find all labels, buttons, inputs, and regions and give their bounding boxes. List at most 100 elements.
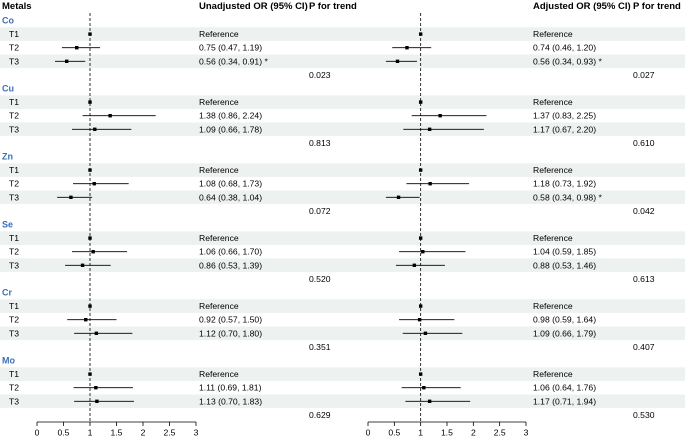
row-label: T1 [9,165,19,175]
adjusted-or-point [417,318,422,322]
adjusted-x-tick-label: 2.5 [494,428,506,438]
unadjusted-or-point [84,318,88,322]
adjusted-x-tick-label: 0.5 [388,428,400,438]
unadjusted-p-trend-value: 0.520 [309,274,331,284]
row-label: T3 [9,56,19,66]
row-band [0,299,685,313]
row-label: T2 [9,179,19,189]
unadjusted-or-point [94,331,99,335]
unadjusted-or-point [69,195,73,199]
header-p-trend-adjusted: P for trend [633,1,681,12]
unadjusted-x-tick-label: 3 [194,428,199,438]
unadjusted-or-point [92,182,96,186]
row-band [0,367,685,381]
adjusted-or-point [427,127,432,131]
unadjusted-or-point [88,100,92,104]
unadjusted-or-text: 1.38 (0.86, 2.24) [199,111,262,121]
adjusted-or-text: 1.18 (0.73, 1.92) [533,179,596,189]
adjusted-or-point [418,100,423,104]
adjusted-or-text: 1.37 (0.83, 2.25) [533,111,596,121]
adjusted-or-text: Reference [533,301,573,311]
unadjusted-p-trend-value: 0.351 [309,342,331,352]
adjusted-or-text: 1.04 (0.59, 1.85) [533,247,596,257]
unadjusted-p-trend-value: 0.023 [309,70,331,80]
unadjusted-or-point [91,250,95,254]
unadjusted-p-trend-value: 0.072 [309,206,331,216]
metal-label: Mo [2,356,15,366]
unadjusted-x-tick-label: 2.5 [164,428,176,438]
unadjusted-or-text: Reference [199,97,239,107]
unadjusted-or-point [95,399,99,403]
unadjusted-or-text: 1.13 (0.70, 1.83) [199,396,262,406]
row-band [0,231,685,245]
adjusted-or-text: 0.98 (0.59, 1.64) [533,315,596,325]
unadjusted-p-trend-value: 0.629 [309,410,331,420]
row-label: T1 [9,233,19,243]
row-band [0,95,685,109]
adjusted-or-text: 0.58 (0.34, 0.98) * [533,192,602,202]
metal-label: Cr [2,288,12,298]
adjusted-or-point [428,182,432,186]
row-band [0,163,685,177]
forest-rows: Co T1 Reference Reference T2 0.75 (0.47, 1.19… [2,16,655,420]
adjusted-or-text: Reference [533,97,573,107]
row-label: T2 [9,111,19,121]
adjusted-or-text: 0.88 (0.53, 1.46) [533,260,596,270]
row-band [0,122,685,137]
unadjusted-x-tick-label: 1 [88,428,93,438]
adjusted-x-tick-label: 1 [418,428,423,438]
row-label: T1 [9,301,19,311]
adjusted-or-text: 0.56 (0.34, 0.93) * [533,56,602,66]
adjusted-or-text: Reference [533,165,573,175]
row-band [0,54,685,69]
adjusted-or-point [418,304,423,308]
row-bands [0,27,685,409]
header-unadjusted-or: Unadjusted OR (95% CI) [199,1,308,12]
adjusted-or-text: 0.74 (0.46, 1.20) [533,43,596,53]
row-label: T3 [9,328,19,338]
row-band [0,326,685,341]
row-band [0,394,685,409]
row-label: T2 [9,43,19,53]
adjusted-or-text: Reference [533,369,573,379]
adjusted-or-text: Reference [533,29,573,39]
adjusted-x-tick-label: 3 [524,428,529,438]
row-label: T2 [9,315,19,325]
adjusted-or-text: Reference [533,233,573,243]
adjusted-or-point [427,399,432,403]
adjusted-x-tick-label: 2 [471,428,476,438]
row-label: T2 [9,247,19,257]
unadjusted-or-text: 1.12 (0.70, 1.80) [199,328,262,338]
adjusted-p-trend-value: 0.530 [633,410,655,420]
unadjusted-or-point [93,127,97,131]
unadjusted-or-text: Reference [199,301,239,311]
unadjusted-or-text: 0.86 (0.53, 1.39) [199,260,262,270]
adjusted-or-text: 1.17 (0.67, 2.20) [533,124,596,134]
row-label: T3 [9,260,19,270]
unadjusted-or-text: 0.75 (0.47, 1.19) [199,43,262,53]
unadjusted-or-text: 1.08 (0.68, 1.73) [199,179,262,189]
unadjusted-or-text: 1.09 (0.66, 1.78) [199,124,262,134]
unadjusted-or-text: 0.64 (0.38, 1.04) [199,192,262,202]
adjusted-or-point [423,331,428,335]
adjusted-x-tick-label: 0 [366,428,371,438]
unadjusted-or-text: Reference [199,233,239,243]
adjusted-or-point [395,59,400,63]
adjusted-or-point [405,46,409,50]
row-label: T1 [9,29,19,39]
adjusted-x-tick-label: 1.5 [441,428,453,438]
forest-axes: 0 0.5 1 1.5 2 2.5 3 0 0.5 1 1.5 2 2.5 3 [35,13,529,438]
adjusted-or-point [412,263,417,267]
header-adjusted-or: Adjusted OR (95% CI) [533,1,631,12]
adjusted-or-point [422,386,426,390]
adjusted-or-point [438,114,442,118]
adjusted-or-point [396,195,401,199]
adjusted-p-trend-value: 0.042 [633,206,655,216]
row-label: T3 [9,124,19,134]
unadjusted-or-text: Reference [199,29,239,39]
header-p-trend-unadjusted: P for trend [309,1,357,12]
adjusted-p-trend-value: 0.027 [633,70,655,80]
adjusted-or-point [421,250,425,254]
row-band [0,190,685,205]
